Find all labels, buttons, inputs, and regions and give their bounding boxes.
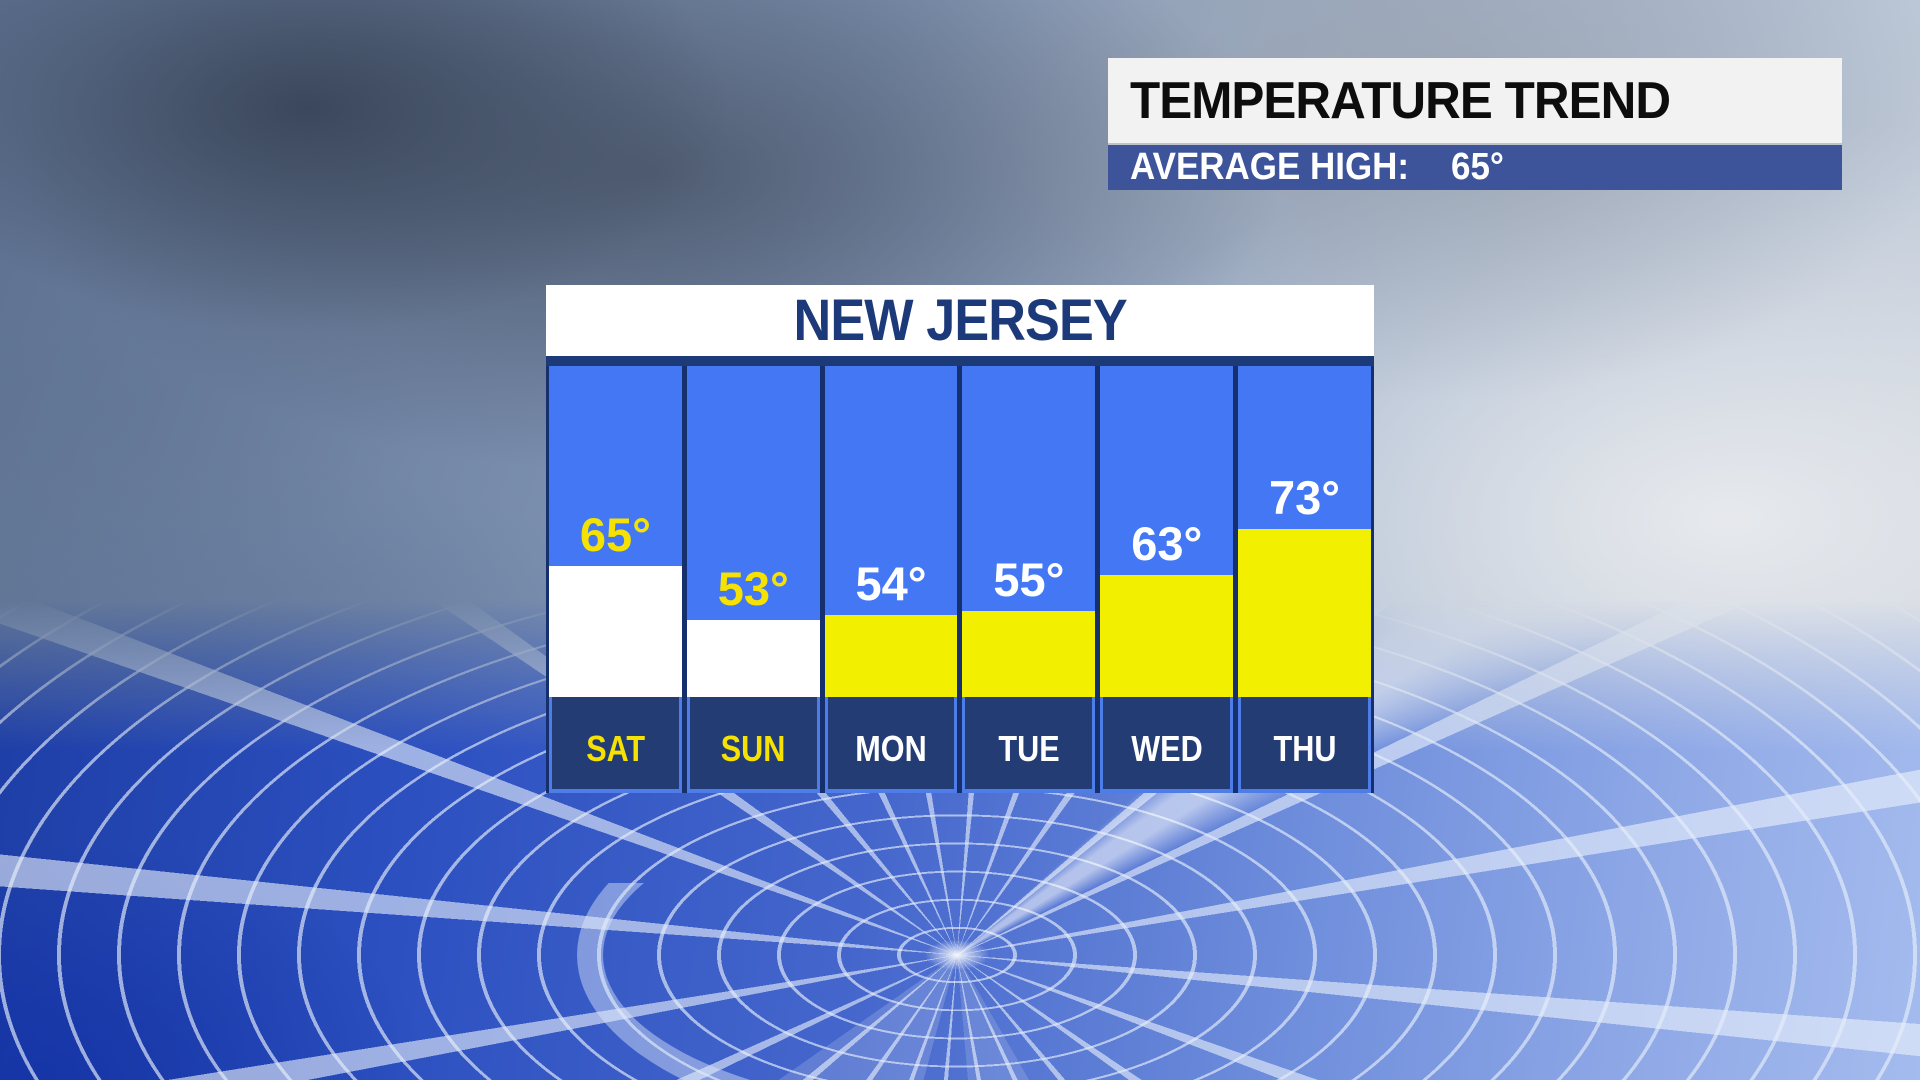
- chart-columns: 65° 53° 54° 55° 63° 73°: [546, 366, 1374, 697]
- temp-bar: [1238, 529, 1371, 697]
- day-label-thu: THU: [1238, 697, 1371, 793]
- average-high-bar: AVERAGE HIGH: 65°: [1108, 145, 1842, 190]
- day-label-text: MON: [855, 728, 927, 769]
- temp-value-label: 65°: [579, 508, 651, 561]
- day-column-tue: 55°: [962, 366, 1096, 697]
- day-label-text: SAT: [585, 728, 645, 769]
- temp-bar: [549, 566, 682, 697]
- panel-title-bar: NEW JERSEY: [546, 285, 1374, 356]
- panel-title-text: NEW JERSEY: [793, 288, 1127, 353]
- panel-title-divider: [546, 356, 1374, 366]
- day-label-text: WED: [1131, 728, 1203, 769]
- temperature-trend-header: TEMPERATURE TREND AVERAGE HIGH: 65°: [1108, 58, 1842, 190]
- header-title-bar: TEMPERATURE TREND: [1108, 58, 1842, 145]
- day-column-mon: 54°: [824, 366, 958, 697]
- temp-bar: [686, 620, 820, 697]
- header-title-text: TEMPERATURE TREND: [1130, 71, 1671, 130]
- temp-value-label: 63°: [1131, 517, 1203, 570]
- temp-value-label: 55°: [993, 553, 1065, 606]
- forecast-panel: NEW JERSEY 65° 53° 54° 55° 63° 73° SAT SUN MON T…: [546, 285, 1374, 793]
- temp-bar: [962, 611, 1096, 697]
- day-label-sat: SAT: [549, 697, 682, 793]
- day-column-wed: 63°: [1100, 366, 1234, 697]
- average-high-value: 65°: [1451, 146, 1505, 188]
- day-label-tue: TUE: [962, 697, 1096, 793]
- day-column-thu: 73°: [1238, 366, 1371, 697]
- day-column-sun: 53°: [686, 366, 820, 697]
- temp-value-label: 54°: [855, 557, 927, 610]
- day-label-text: SUN: [720, 728, 786, 769]
- day-row: SAT SUN MON TUE WED THU: [546, 697, 1374, 793]
- temp-value-label: 73°: [1269, 471, 1341, 524]
- average-high-label: AVERAGE HIGH:: [1130, 146, 1410, 188]
- temp-bar: [1100, 575, 1234, 697]
- day-label-wed: WED: [1100, 697, 1234, 793]
- day-column-sat: 65°: [549, 366, 682, 697]
- day-label-text: TUE: [998, 728, 1060, 769]
- temp-bar: [824, 615, 958, 697]
- temp-value-label: 53°: [717, 562, 789, 615]
- day-label-mon: MON: [824, 697, 958, 793]
- day-label-text: THU: [1273, 728, 1336, 769]
- day-label-sun: SUN: [686, 697, 820, 793]
